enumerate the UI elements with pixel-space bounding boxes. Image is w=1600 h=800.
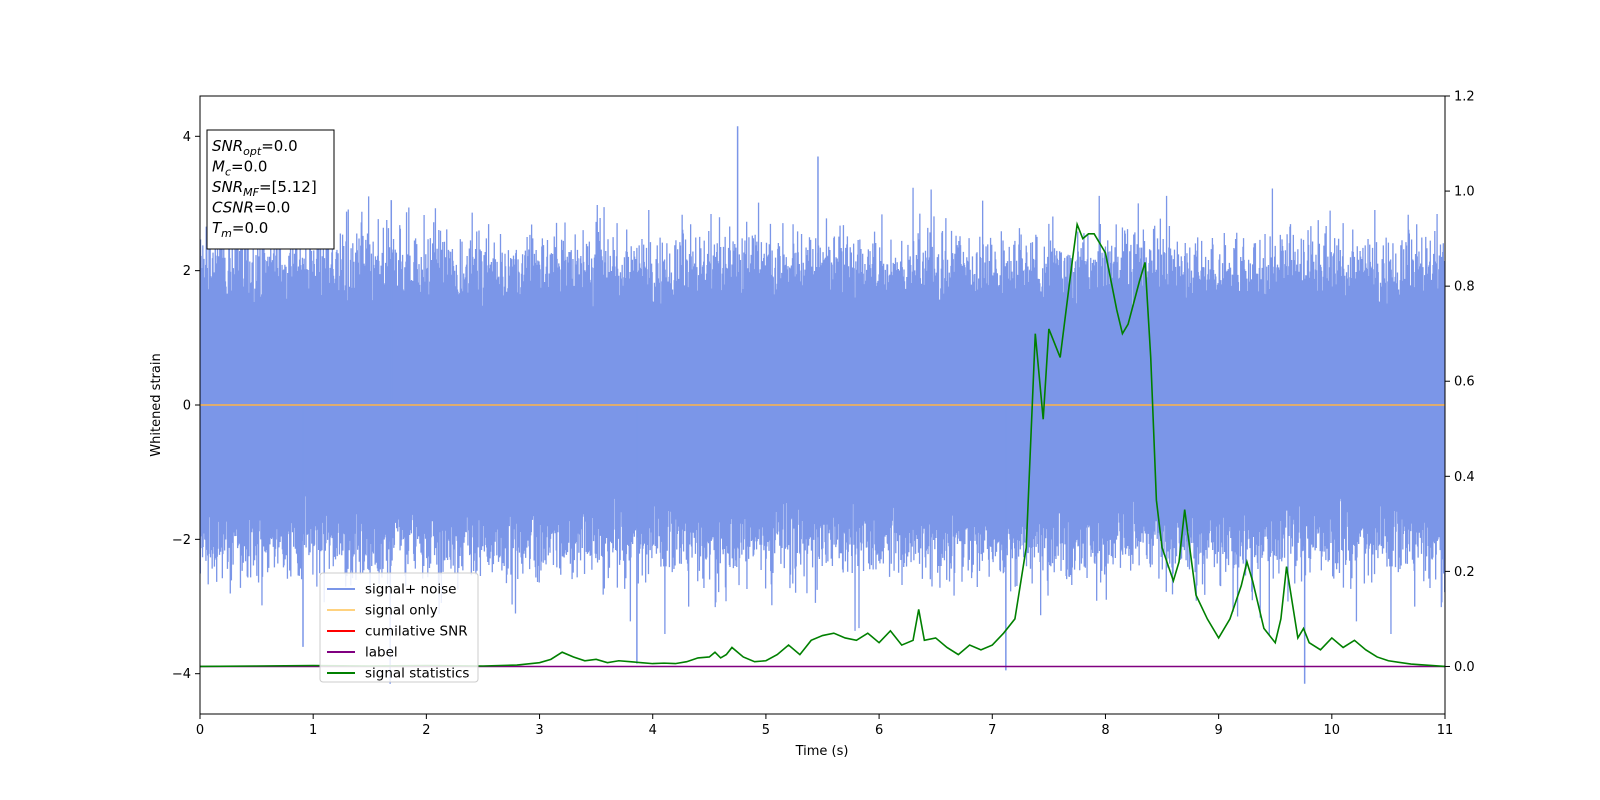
x-tick-label: 8 — [1101, 723, 1109, 738]
legend-label: signal+ noise — [365, 582, 456, 598]
info-box-line: CSNR=0.0 — [212, 199, 290, 217]
info-box-line: SNRopt=0.0 — [212, 137, 298, 158]
legend-label: signal only — [365, 603, 438, 619]
info-box-line: SNRMF=[5.12] — [212, 178, 317, 199]
x-tick-label: 9 — [1214, 723, 1222, 738]
y-axis: −4 −2 0 2 4 — [172, 130, 200, 682]
x-tick-label: 10 — [1324, 723, 1341, 738]
x-tick-label: 7 — [988, 723, 996, 738]
y-axis-title: Whitened strain — [149, 353, 164, 456]
legend-label: label — [365, 645, 398, 661]
y2-tick-label: 0.2 — [1454, 565, 1475, 580]
info-box-line: Mc=0.0 — [212, 158, 267, 179]
legend-label: cumilative SNR — [365, 624, 468, 640]
x-tick-label: 0 — [196, 723, 204, 738]
series-signal-statistics — [200, 221, 1445, 668]
x-tick-label: 11 — [1437, 723, 1454, 738]
y-tick-label: 2 — [183, 264, 191, 279]
x-tick-label: 3 — [535, 723, 543, 738]
y2-tick-label: 0.0 — [1454, 660, 1475, 675]
x-tick-label: 5 — [762, 723, 770, 738]
y2-tick-label: 1.2 — [1454, 90, 1475, 105]
legend: signal+ noise signal only cumilative SNR la… — [319, 572, 479, 683]
info-box-line: Tm=0.0 — [212, 219, 268, 240]
y2-tick-label: 0.6 — [1454, 375, 1475, 390]
legend-label: signal statistics — [365, 666, 469, 682]
y2-axis: 0.0 0.2 0.4 0.6 0.8 1.0 1.2 — [1445, 90, 1475, 675]
y2-tick-label: 1.0 — [1454, 185, 1475, 200]
y2-tick-label: 0.4 — [1454, 470, 1475, 485]
x-tick-label: 6 — [875, 723, 883, 738]
x-tick-label: 2 — [422, 723, 430, 738]
x-tick-label: 4 — [649, 723, 657, 738]
y2-tick-label: 0.8 — [1454, 280, 1475, 295]
plot-area — [200, 126, 1445, 684]
x-axis-title: Time (s) — [795, 744, 849, 759]
legend-frame — [319, 572, 479, 683]
info-box-frame — [206, 129, 335, 250]
x-axis: 0 1 2 3 4 5 6 7 8 9 10 11 — [196, 714, 1453, 738]
y-tick-label: −2 — [172, 533, 191, 548]
y-tick-label: −4 — [172, 667, 191, 682]
x-tick-label: 1 — [309, 723, 317, 738]
y-tick-label: 0 — [183, 399, 191, 414]
y-tick-label: 4 — [183, 130, 191, 145]
